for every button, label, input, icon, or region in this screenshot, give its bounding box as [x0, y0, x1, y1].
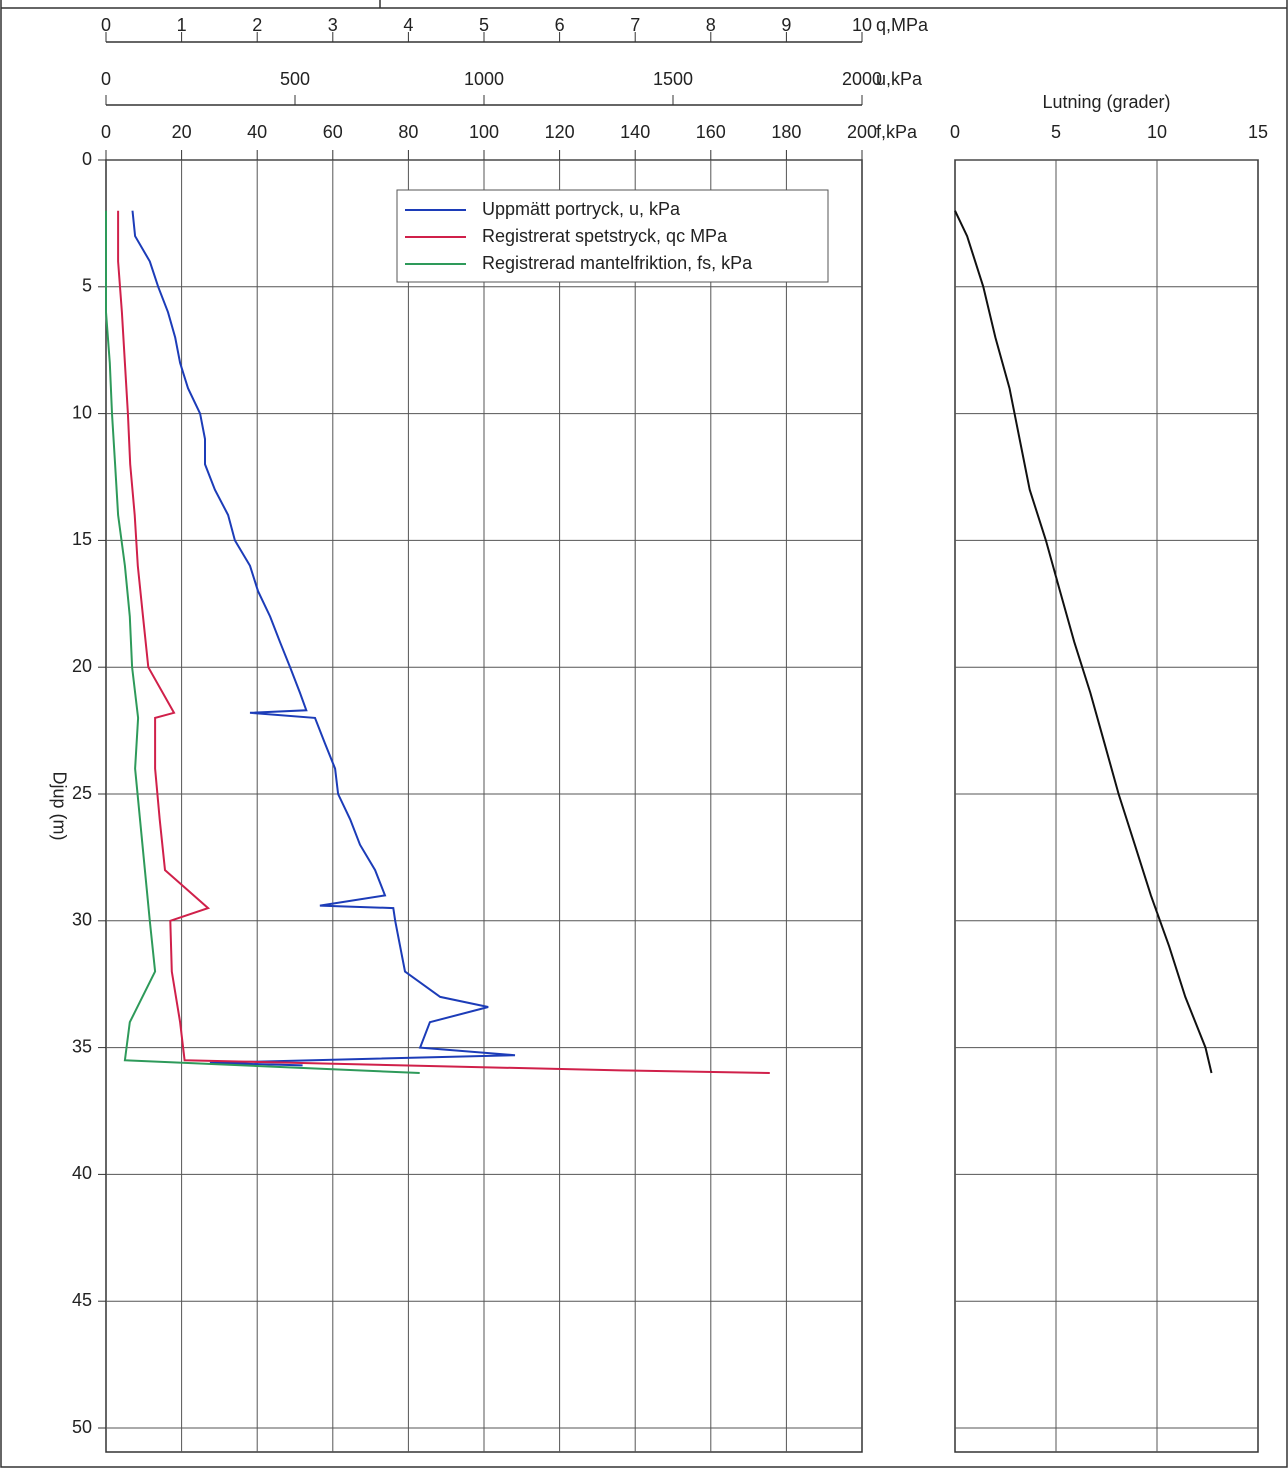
y-tick-label: 20 [72, 656, 92, 676]
x-tick-label: 80 [398, 122, 418, 142]
x-tick-label: 0 [950, 122, 960, 142]
x-tick-label: 100 [469, 122, 499, 142]
data-line [117, 210, 770, 1074]
y-tick-label: 0 [82, 149, 92, 169]
data-line [954, 210, 1213, 1074]
x-tick-label: 120 [545, 122, 575, 142]
x-tick-label: 0 [101, 122, 111, 142]
x-tick-label: 140 [620, 122, 650, 142]
x-tick-label: 40 [247, 122, 267, 142]
x-tick-label: 15 [1248, 122, 1268, 142]
x-tick-label: 160 [696, 122, 726, 142]
x-tick-label: 500 [280, 69, 310, 89]
legend-label: Registrerat spetstryck, qc MPa [482, 226, 728, 246]
x-tick-label: 180 [771, 122, 801, 142]
x-tick-label: 10 [852, 15, 872, 35]
x-axis-label: Lutning (grader) [1042, 92, 1170, 112]
x-tick-label: 0 [101, 15, 111, 35]
legend-label: Uppmätt portryck, u, kPa [482, 199, 681, 219]
y-tick-label: 45 [72, 1290, 92, 1310]
x-tick-label: 20 [172, 122, 192, 142]
x-axis-label: f,kPa [876, 122, 918, 142]
x-tick-label: 60 [323, 122, 343, 142]
x-tick-label: 7 [630, 15, 640, 35]
x-axis-label: q,MPa [876, 15, 929, 35]
data-line [105, 210, 420, 1074]
x-tick-label: 8 [706, 15, 716, 35]
x-tick-label: 4 [403, 15, 413, 35]
x-tick-label: 10 [1147, 122, 1167, 142]
x-tick-label: 6 [555, 15, 565, 35]
y-tick-label: 25 [72, 783, 92, 803]
x-tick-label: 1 [177, 15, 187, 35]
x-tick-label: 9 [781, 15, 791, 35]
y-axis-label: Djup (m) [49, 771, 69, 840]
y-tick-label: 5 [82, 276, 92, 296]
x-tick-label: 200 [847, 122, 877, 142]
x-tick-label: 5 [1051, 122, 1061, 142]
y-tick-label: 15 [72, 529, 92, 549]
legend-box [396, 189, 829, 283]
x-tick-label: 2 [252, 15, 262, 35]
y-tick-label: 30 [72, 910, 92, 930]
legend-label: Registrerad mantelfriktion, fs, kPa [482, 253, 753, 273]
data-line [131, 210, 516, 1067]
x-tick-label: 1000 [464, 69, 504, 89]
x-tick-label: 0 [101, 69, 111, 89]
y-tick-label: 40 [72, 1163, 92, 1183]
y-tick-label: 50 [72, 1417, 92, 1437]
x-axis-label: u,kPa [876, 69, 923, 89]
x-tick-label: 1500 [653, 69, 693, 89]
y-tick-label: 35 [72, 1036, 92, 1056]
x-tick-label: 2000 [842, 69, 882, 89]
x-tick-label: 3 [328, 15, 338, 35]
y-tick-label: 10 [72, 402, 92, 422]
x-tick-label: 5 [479, 15, 489, 35]
